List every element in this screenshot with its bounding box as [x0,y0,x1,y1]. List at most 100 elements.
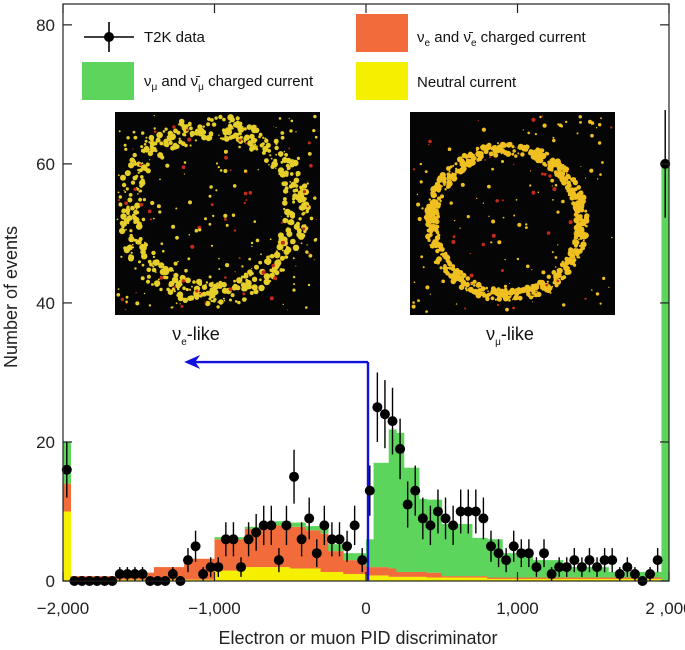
hit [540,148,545,153]
noise-hit [525,226,528,230]
hit [119,227,126,235]
noise-hit [436,211,439,214]
noise-hit [286,227,289,230]
hit [433,205,436,209]
hit [162,265,169,272]
bar-nc [366,575,374,581]
data-point [182,555,193,566]
hit [292,197,296,201]
noise-hit [218,134,220,136]
noise-hit [567,194,570,197]
noise-hit [139,189,143,193]
hit [292,200,296,204]
hit [514,291,520,297]
hit [493,152,499,158]
noise-hit [210,118,214,122]
data-point [523,548,534,559]
hit [585,224,588,228]
noise-hit [448,185,451,188]
x-tick-label: 1,000 [496,599,539,618]
hit [156,131,163,139]
hit [281,268,285,272]
hit [133,220,138,225]
bar-nue_cc [403,571,412,577]
hit [434,235,441,241]
bar-nc [259,567,268,581]
noise-hit [238,257,241,260]
noise-hit [232,184,237,188]
noise-hit [190,244,195,249]
hit [121,182,127,188]
noise-hit [125,295,129,299]
hit [439,266,443,270]
bar-nue_cc [555,577,564,579]
data-point [220,534,231,545]
noise-hit [279,153,283,157]
hit [438,246,444,252]
noise-hit [149,218,152,221]
noise-hit [133,135,138,140]
hit [185,277,191,284]
noise-hit [596,178,599,180]
hit [537,281,541,285]
hit [439,199,442,203]
bar-nc [297,568,306,581]
hit [465,276,471,281]
noise-hit [500,269,504,272]
hit [158,262,165,269]
data-point [304,513,315,524]
hit [490,296,495,301]
hit [500,152,503,155]
hit [573,252,575,255]
hit [556,172,563,179]
hit [581,226,584,230]
noise-hit [293,283,296,286]
hit [147,150,154,157]
bar-nc [396,576,405,581]
bar-nc [456,577,465,581]
noise-hit [491,219,496,224]
hit [430,226,433,230]
bar-nc [608,578,617,581]
hit [457,168,464,175]
noise-hit [424,217,427,220]
x-tick-label: 0 [361,599,370,618]
noise-hit [292,288,296,292]
bar-nue_cc [517,577,526,579]
hit [495,292,498,296]
noise-hit [133,187,137,191]
noise-hit [181,165,186,169]
noise-hit [195,289,199,293]
noise-hit [455,303,458,305]
noise-hit [504,258,506,261]
bar-nc [517,578,526,581]
hit [443,183,446,186]
hit [584,213,590,219]
hit [446,178,449,181]
bar-nc [282,567,291,581]
hit [427,238,431,242]
hit [507,295,511,300]
noise-hit [173,145,178,150]
noise-hit [208,275,212,279]
hit [511,145,515,149]
hit [293,177,300,184]
noise-hit [552,138,556,143]
hit [235,120,241,127]
bar-nue_cc [426,572,435,578]
bar-nc [532,578,541,581]
hit [461,152,468,159]
bar-nue_cc [373,567,382,576]
data-point [213,562,224,573]
noise-hit [460,182,465,187]
inset-electron-like: νe-like [115,112,320,348]
noise-hit [148,304,152,307]
noise-hit [124,308,127,311]
noise-hit [422,266,425,269]
noise-hit [541,115,543,118]
noise-hit [117,174,120,177]
noise-hit [595,292,600,296]
noise-hit [273,126,275,127]
bar-nue_cc [502,577,511,579]
noise-hit [118,202,123,207]
